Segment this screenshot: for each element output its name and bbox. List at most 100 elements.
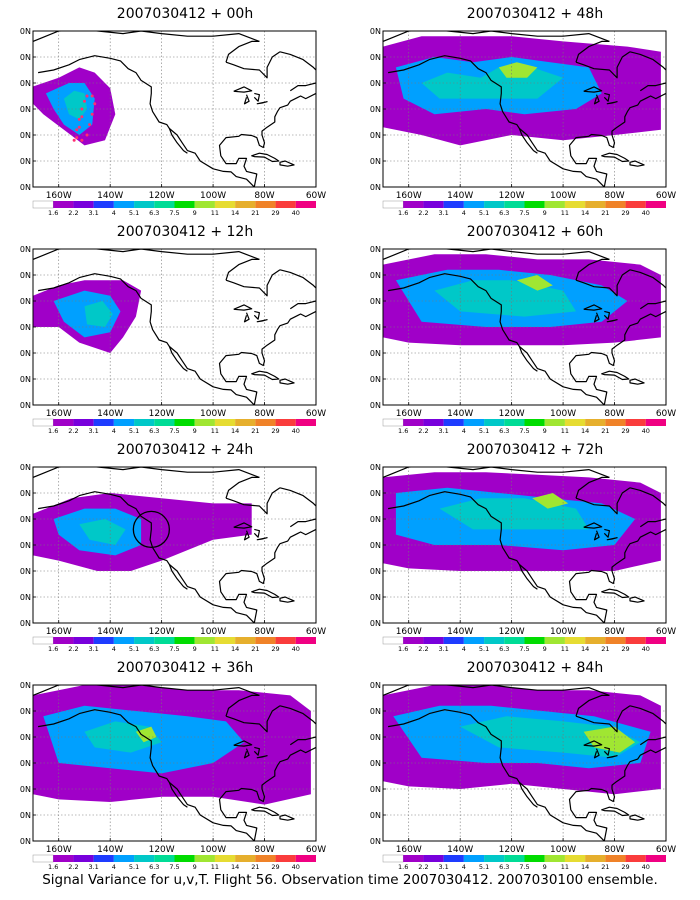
colorbar-swatch bbox=[275, 419, 296, 426]
lat-label: 30N bbox=[370, 567, 381, 576]
lat-label: 60N bbox=[20, 271, 31, 280]
lat-label: 70N bbox=[20, 463, 31, 472]
colorbar-label: 40 bbox=[292, 645, 300, 653]
colorbar-swatch bbox=[625, 855, 646, 862]
lat-label: 70N bbox=[370, 681, 381, 690]
colorbar: 1.6 2.2 3.1 4 5.1 6.3 7.5 9 11 14 21 29 40 bbox=[382, 636, 666, 653]
colorbar-swatch bbox=[235, 637, 256, 644]
colorbar-swatch bbox=[235, 201, 256, 208]
map-panel-48h: 2007030412 + 48h70N60N50N40N30N20N10N180… bbox=[370, 5, 700, 223]
colorbar-swatch bbox=[504, 855, 525, 862]
lat-label: 10N bbox=[370, 401, 381, 410]
colorbar-swatch bbox=[113, 637, 135, 644]
colorbar-swatch bbox=[484, 419, 505, 426]
colorbar-label: 21 bbox=[251, 209, 259, 217]
colorbar-swatch bbox=[544, 201, 565, 208]
colorbar-label: 6.3 bbox=[149, 209, 159, 217]
colorbar-label: 1.6 bbox=[398, 863, 408, 871]
map-panel-24h: 2007030412 + 24h70N60N50N40N30N20N10N180… bbox=[20, 441, 350, 659]
colorbar-label: 40 bbox=[642, 209, 650, 217]
colorbar-label: 29 bbox=[271, 645, 279, 653]
lon-label: 60W bbox=[306, 191, 326, 201]
panel-title: 2007030412 + 36h bbox=[116, 660, 254, 676]
colorbar-label: 2.2 bbox=[418, 209, 428, 217]
variance-contour-level-4 bbox=[532, 493, 569, 509]
colorbar-label: 4 bbox=[112, 645, 116, 653]
lat-label: 60N bbox=[370, 489, 381, 498]
colorbar-label: 9 bbox=[193, 863, 197, 871]
colorbar-label: 9 bbox=[543, 427, 547, 435]
variance-map: 70N60N50N40N30N20N10N180160W140W120W100W… bbox=[370, 245, 676, 435]
lat-label: 30N bbox=[370, 131, 381, 140]
lon-label: 140W bbox=[97, 409, 123, 419]
colorbar-swatch bbox=[463, 419, 485, 426]
colorbar-swatch bbox=[585, 855, 606, 862]
lon-label: 160W bbox=[46, 845, 72, 855]
colorbar-label: 6.3 bbox=[499, 427, 509, 435]
colorbar-swatch bbox=[463, 201, 485, 208]
lon-label: 120W bbox=[149, 627, 175, 637]
colorbar-label: 1.6 bbox=[48, 645, 58, 653]
variance-contour-level-4 bbox=[498, 62, 538, 78]
lon-label: 140W bbox=[97, 845, 123, 855]
colorbar-swatch bbox=[605, 201, 626, 208]
coastlines bbox=[383, 249, 666, 405]
lon-label: 160W bbox=[396, 409, 422, 419]
colorbar-swatch bbox=[382, 200, 404, 209]
colorbar-swatch bbox=[544, 637, 565, 644]
colorbar-label: 5.1 bbox=[479, 645, 489, 653]
coastlines bbox=[383, 685, 666, 841]
lon-label: 100W bbox=[200, 409, 226, 419]
colorbar-swatch bbox=[194, 855, 215, 862]
lon-label: 80W bbox=[604, 191, 624, 201]
colorbar-label: 1.6 bbox=[398, 645, 408, 653]
lon-label: 160W bbox=[46, 409, 72, 419]
colorbar-label: 9 bbox=[543, 863, 547, 871]
colorbar-label: 7.5 bbox=[169, 427, 179, 435]
panel-title: 2007030412 + 00h bbox=[116, 6, 254, 22]
lat-label: 40N bbox=[370, 541, 381, 550]
lon-label: 140W bbox=[447, 409, 473, 419]
colorbar-label: 40 bbox=[642, 427, 650, 435]
colorbar-swatch bbox=[443, 637, 464, 644]
colorbar-swatch bbox=[524, 855, 545, 862]
colorbar-swatch bbox=[93, 637, 114, 644]
colorbar-label: 2.2 bbox=[68, 209, 78, 217]
lat-label: 60N bbox=[370, 271, 381, 280]
colorbar-swatch bbox=[564, 855, 586, 862]
colorbar-swatch bbox=[463, 637, 485, 644]
lat-label: 40N bbox=[20, 323, 31, 332]
lat-label: 20N bbox=[20, 593, 31, 602]
colorbar-swatch bbox=[605, 637, 626, 644]
colorbar-swatch bbox=[585, 637, 606, 644]
lat-label: 70N bbox=[370, 463, 381, 472]
lat-label: 10N bbox=[20, 837, 31, 846]
colorbar-label: 11 bbox=[561, 427, 569, 435]
colorbar-swatch bbox=[524, 201, 545, 208]
colorbar-swatch bbox=[295, 201, 316, 208]
lat-label: 50N bbox=[370, 79, 381, 88]
colorbar-swatch bbox=[255, 201, 276, 208]
lon-label: 120W bbox=[499, 191, 525, 201]
colorbar-label: 29 bbox=[621, 645, 629, 653]
colorbar-label: 5.1 bbox=[479, 427, 489, 435]
colorbar-swatch bbox=[544, 419, 565, 426]
lat-label: 10N bbox=[370, 837, 381, 846]
lat-label: 30N bbox=[20, 131, 31, 140]
map-panel-84h: 2007030412 + 84h70N60N50N40N30N20N10N180… bbox=[370, 659, 700, 877]
lat-label: 70N bbox=[370, 27, 381, 36]
colorbar-label: 21 bbox=[601, 209, 609, 217]
colorbar-swatch bbox=[504, 201, 525, 208]
colorbar-swatch bbox=[53, 855, 74, 862]
colorbar: 1.6 2.2 3.1 4 5.1 6.3 7.5 9 11 14 21 29 40 bbox=[32, 200, 316, 217]
lat-label: 50N bbox=[20, 733, 31, 742]
colorbar-label: 3.1 bbox=[88, 427, 98, 435]
colorbar-swatch bbox=[275, 855, 296, 862]
colorbar-label: 21 bbox=[601, 645, 609, 653]
lon-label: 100W bbox=[550, 191, 576, 201]
colorbar-swatch bbox=[255, 419, 276, 426]
colorbar-swatch bbox=[564, 201, 586, 208]
lon-label: 120W bbox=[499, 409, 525, 419]
lon-label: 160W bbox=[46, 627, 72, 637]
lat-label: 10N bbox=[370, 183, 381, 192]
